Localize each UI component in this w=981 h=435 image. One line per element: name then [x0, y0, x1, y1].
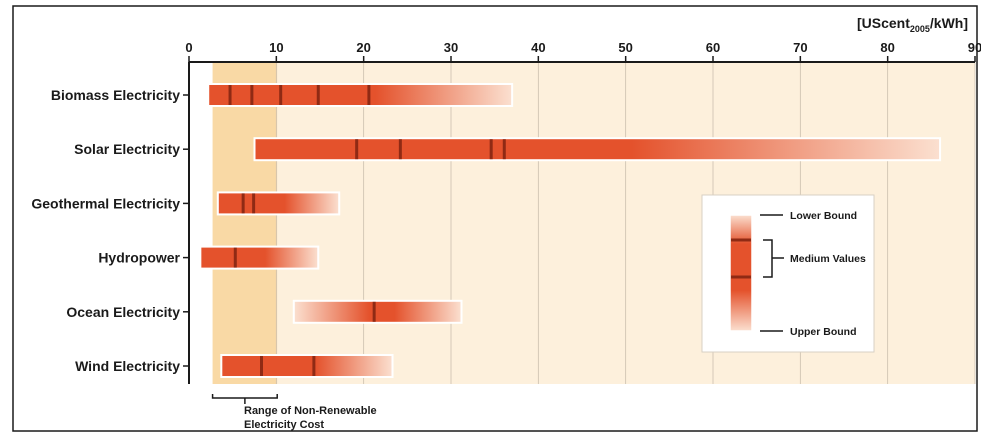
range-bar — [220, 354, 394, 378]
range-bar — [207, 83, 514, 107]
unit-label: [UScent2005/kWh] — [857, 15, 968, 34]
legend-medium-values: Medium Values — [790, 253, 866, 265]
reference-band — [212, 62, 278, 384]
legend-medium-bracket — [763, 239, 784, 278]
range-bar — [292, 299, 463, 324]
x-tick-label: 30 — [444, 40, 458, 55]
x-tick-label: 10 — [269, 40, 283, 55]
grid-lines — [275, 62, 976, 384]
legend: Lower Bound Medium Values Upper Bound — [701, 194, 875, 353]
category-label: Wind Electricity — [75, 358, 180, 374]
legend-swatch — [729, 214, 753, 332]
axis-labels: 0 10 20 30 40 50 60 70 80 90 Biomass Electricity So… — [31, 40, 981, 374]
reference-bracket — [211, 394, 278, 404]
x-tick-label: 70 — [793, 40, 807, 55]
range-bars — [199, 83, 942, 378]
legend-upper-bound: Upper Bound — [790, 326, 857, 338]
x-tick-label: 80 — [880, 40, 894, 55]
reference-label-line2: Electricity Cost — [244, 419, 324, 431]
x-tick-label: 40 — [531, 40, 545, 55]
range-bar — [199, 245, 320, 270]
x-tick-label: 0 — [185, 40, 192, 55]
category-label: Solar Electricity — [74, 141, 180, 157]
x-tick-label: 60 — [706, 40, 720, 55]
category-label: Biomass Electricity — [51, 87, 180, 103]
range-bar — [253, 137, 942, 162]
x-tick-label: 20 — [356, 40, 370, 55]
reference-band-note: Range of Non-Renewable Electricity Cost — [211, 394, 377, 431]
axes — [183, 56, 976, 384]
x-tick-label: 50 — [618, 40, 632, 55]
range-bar — [216, 191, 341, 216]
x-tick-label: 90 — [968, 40, 981, 55]
reference-label-line1: Range of Non-Renewable — [244, 405, 377, 417]
legend-lower-bound: Lower Bound — [790, 210, 857, 222]
category-label: Ocean Electricity — [66, 304, 180, 320]
category-label: Hydropower — [98, 250, 180, 266]
category-label: Geothermal Electricity — [31, 195, 180, 211]
